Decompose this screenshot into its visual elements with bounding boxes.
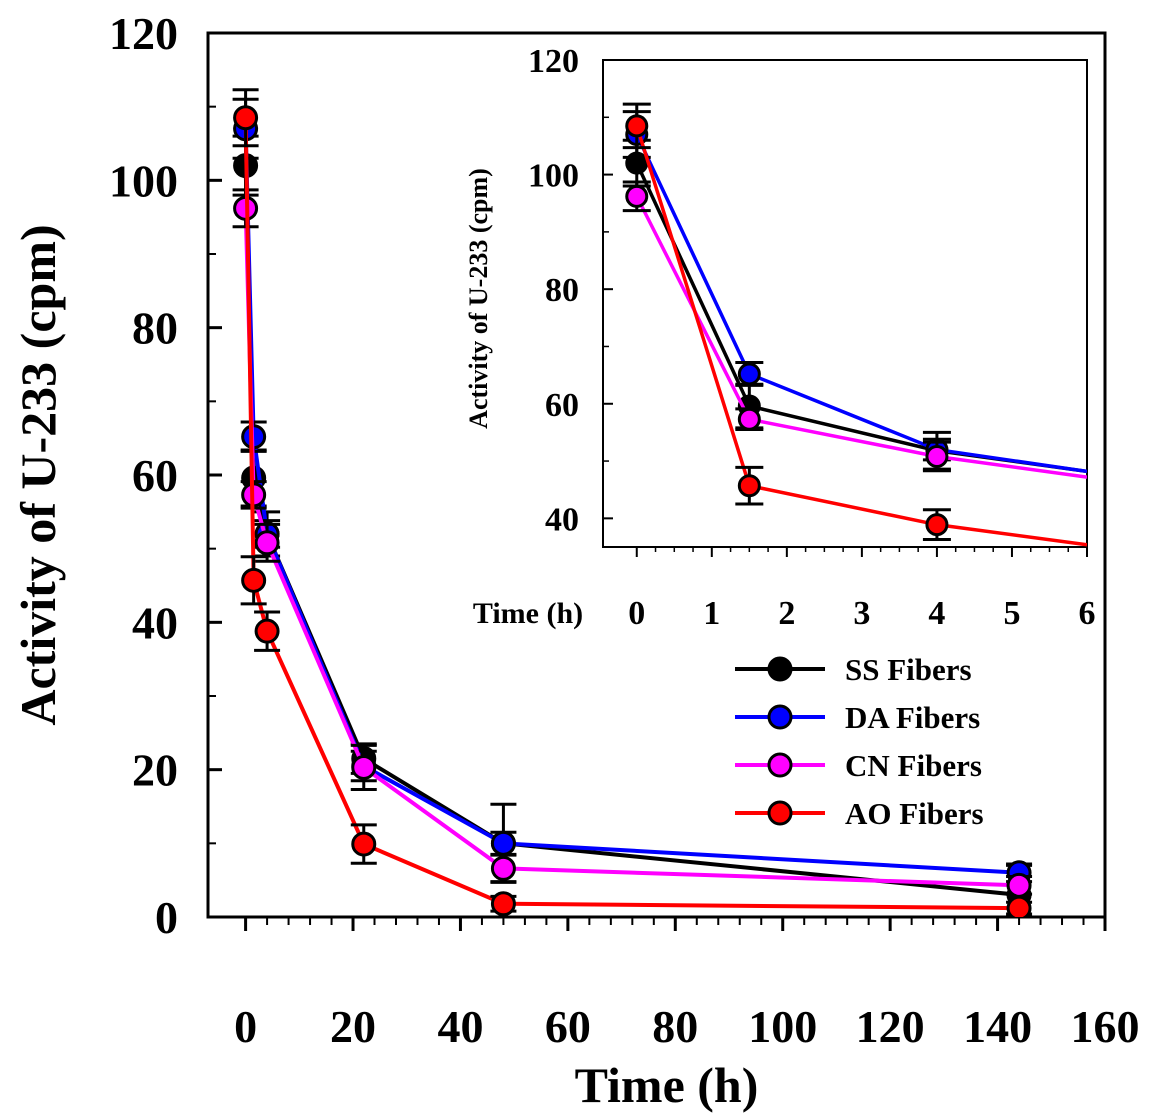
main-y-tick-label: 40 [132,597,178,648]
inset-plot-frame [602,59,1088,548]
inset-x-tick-label: 0 [628,595,645,632]
legend-item: SS Fibers [735,652,972,687]
main-data-point [490,891,516,917]
inset-series-line [635,125,1087,547]
main-y-tick-label: 0 [155,892,178,943]
main-data-point [254,618,280,644]
inset-data-point [625,184,649,208]
inset-x-tick-label: 2 [778,595,795,632]
main-y-tick-label: 20 [132,745,178,796]
inset-x-tick-label: 6 [1079,595,1096,632]
main-series-3 [232,88,1033,917]
main-x-tick-label: 60 [545,1001,591,1052]
inset-y-tick-label: 60 [545,387,579,424]
main-x-tick-label: 0 [234,1001,257,1052]
inset-data-point [737,407,761,431]
main-data-point [233,105,259,131]
legend-swatch-marker [767,704,793,730]
inset-x-tick-label: 4 [928,595,945,632]
inset-data-point [625,114,649,138]
main-x-axis-title: Time (h) [575,1057,759,1113]
legend-swatch-marker [767,800,793,826]
inset-series-3 [622,102,1087,547]
main-series-line [243,117,1020,911]
inset-y-tick-label: 100 [528,158,579,195]
main-y-tick-label: 120 [109,8,178,59]
main-y-tick-label: 60 [132,450,178,501]
main-y-tick-label: 100 [109,155,178,206]
main-x-tick-label: 120 [856,1001,925,1052]
main-data-point [241,567,267,593]
legend-item: AO Fibers [735,796,984,831]
main-data-point [490,830,516,856]
main-y-tick-label: 80 [132,303,178,354]
inset-y-tick-label: 120 [528,43,579,80]
inset-data-point [737,474,761,498]
legend: SS Fibers DA Fibers CN Fibers AO Fibers [735,652,984,831]
inset-data-point [925,444,949,468]
main-data-point [351,754,377,780]
legend-item: DA Fibers [735,700,980,735]
legend-label: CN Fibers [845,748,982,783]
legend-item: CN Fibers [735,748,982,783]
inset-x-tick-label: 5 [1003,595,1020,632]
main-x-tick-label: 160 [1071,1001,1140,1052]
main-x-tick-label: 80 [652,1001,698,1052]
main-data-point [1006,872,1032,898]
inset-y-axis-title: Activity of U-233 (cpm) [464,168,493,429]
inset-y-axis: 40 60 80 100 120 [528,43,613,538]
legend-label: SS Fibers [845,652,972,687]
main-data-point [351,831,377,857]
inset-x-tick-label: 1 [703,595,720,632]
legend-swatch-marker [767,752,793,778]
inset-series-line [635,133,1087,474]
main-x-axis: 0 20 40 60 80 100 120 140 160 [234,917,1140,1052]
inset-chart: 40 60 80 100 120 0 1 2 3 4 5 6 Time (h) Activity of U… [464,43,1096,632]
legend-label: AO Fibers [845,796,984,831]
main-x-tick-label: 100 [748,1001,817,1052]
main-y-axis: 0 20 40 60 80 100 120 [109,8,222,943]
inset-x-axis: 0 1 2 3 4 5 6 [628,547,1096,632]
inset-data-point [925,513,949,537]
inset-y-tick-label: 40 [545,501,579,538]
main-x-tick-label: 40 [437,1001,483,1052]
main-data-point [490,855,516,881]
inset-data-point [737,362,761,386]
main-data [232,88,1033,917]
legend-label: DA Fibers [845,700,980,735]
main-y-axis-title: Activity of U-233 (cpm) [10,224,66,725]
inset-x-tick-label: 3 [853,595,870,632]
main-data-point [254,530,280,556]
main-x-tick-label: 20 [330,1001,376,1052]
main-data-point [1006,895,1032,917]
legend-swatch-marker [767,656,793,682]
inset-x-axis-title: Time (h) [473,597,583,630]
main-x-tick-label: 140 [963,1001,1032,1052]
inset-data [622,102,1087,547]
inset-y-tick-label: 80 [545,272,579,309]
